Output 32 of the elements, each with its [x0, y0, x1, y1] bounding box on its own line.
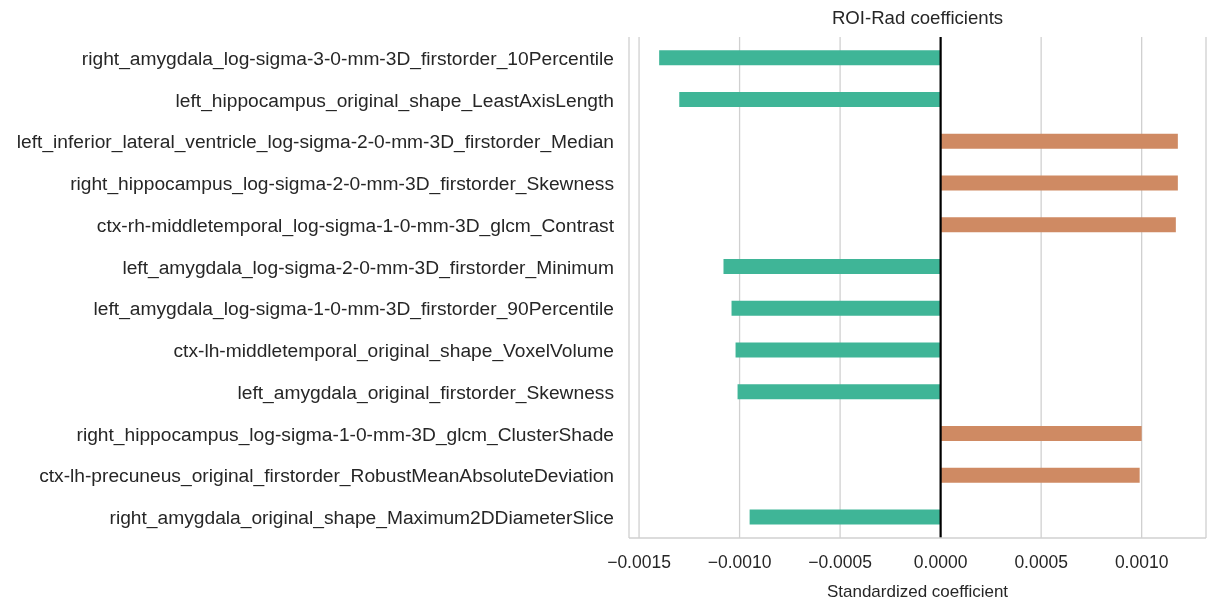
y-tick-label: left_amygdala_log-sigma-2-0-mm-3D_firstorder_Minimum [122, 256, 614, 279]
x-tick-label: 0.0000 [913, 552, 968, 573]
y-tick-label: ctx-lh-middletemporal_original_shape_VoxelVolume [173, 339, 614, 362]
y-tick-label: left_amygdala_log-sigma-1-0-mm-3D_firstorder_90Percentile [93, 297, 614, 320]
y-tick-label: ctx-rh-middletemporal_log-sigma-1-0-mm-3D_glcm_Contrast [96, 214, 615, 237]
chart-title: ROI-Rad coefficients [830, 6, 1005, 30]
y-tick-label: right_amygdala_log-sigma-3-0-mm-3D_firstorder_10Percentile [81, 47, 614, 70]
bar [723, 259, 941, 275]
y-tick-label: right_amygdala_original_shape_Maximum2DDiameterSlice [109, 506, 614, 529]
x-tick-label: −0.0015 [607, 552, 671, 573]
bar [737, 384, 941, 400]
bar [749, 509, 941, 525]
x-tick-label: 0.0005 [1014, 552, 1068, 573]
bar [735, 342, 941, 358]
y-tick-label: right_hippocampus_log-sigma-1-0-mm-3D_glcm_ClusterShade [76, 423, 614, 446]
bar [731, 300, 941, 316]
x-axis-title: Standardized coefficient [826, 582, 1009, 600]
bar [940, 217, 1176, 233]
bar [940, 426, 1142, 442]
y-tick-label: left_inferior_lateral_ventricle_log-sigma-2-0-mm-3D_firstorder_Median [16, 130, 614, 153]
bar [940, 133, 1178, 149]
x-tick-label: −0.0010 [707, 552, 772, 573]
y-tick-label: left_amygdala_original_firstorder_Skewness [237, 381, 614, 404]
bar [940, 175, 1178, 191]
x-tick-label: 0.0010 [1114, 552, 1169, 573]
y-tick-label: right_hippocampus_log-sigma-2-0-mm-3D_firstorder_Skewness [70, 172, 614, 195]
y-tick-label: ctx-lh-precuneus_original_firstorder_RobustMeanAbsoluteDeviation [39, 464, 614, 487]
bar [659, 50, 941, 66]
bar [940, 467, 1140, 483]
y-tick-label: left_hippocampus_original_shape_LeastAxisLength [175, 89, 614, 112]
bar [679, 92, 941, 108]
x-tick-label: −0.0005 [808, 552, 872, 573]
